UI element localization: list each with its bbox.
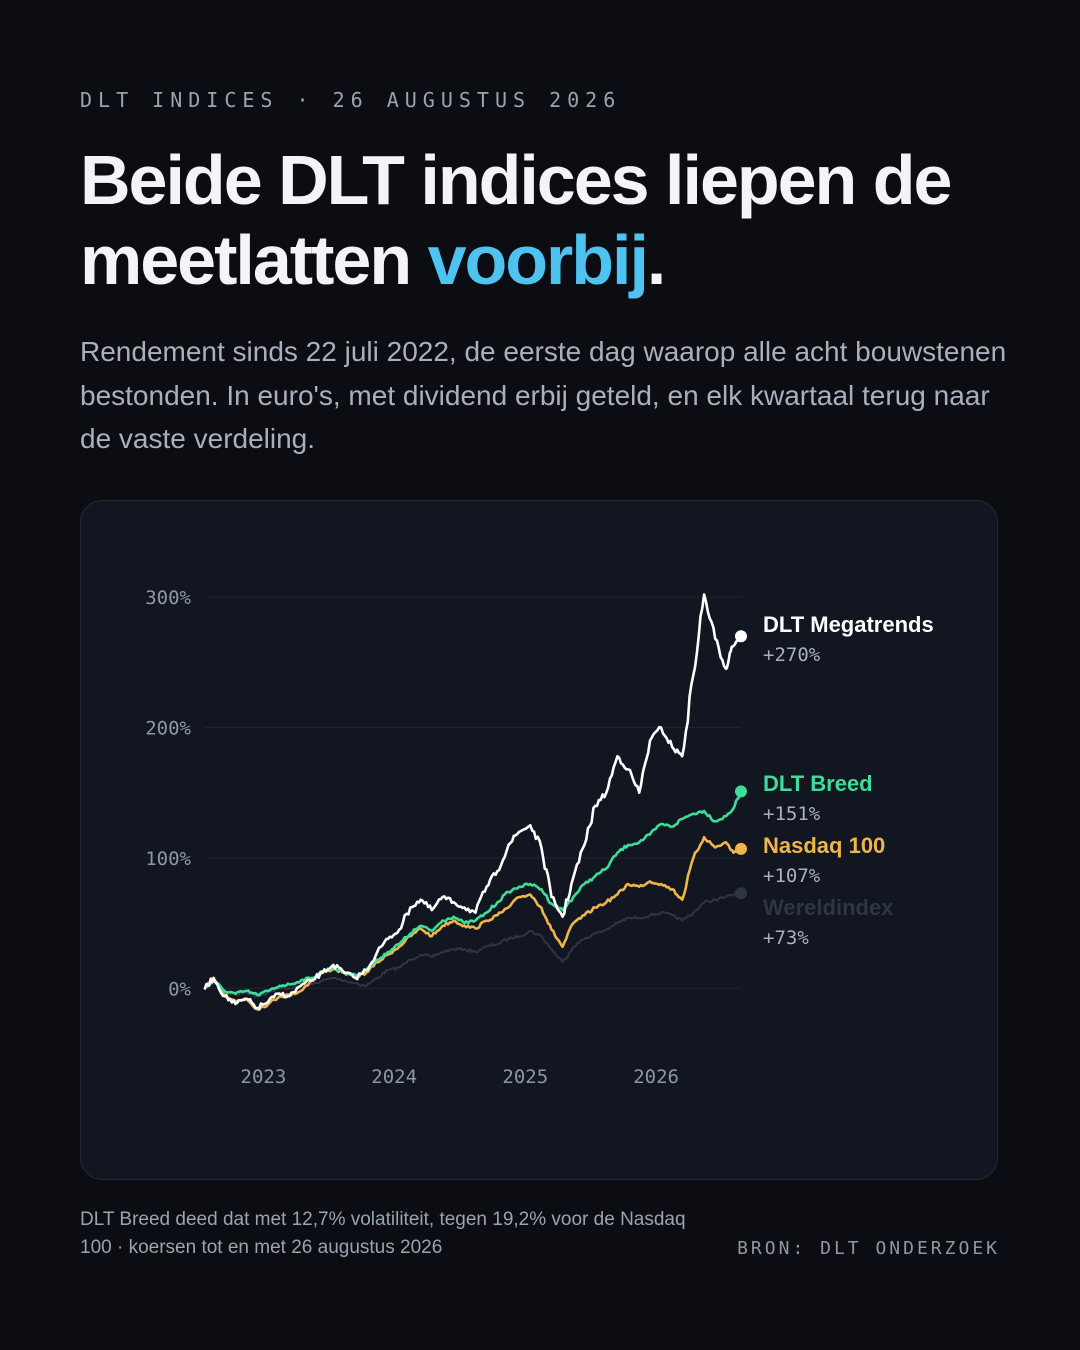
y-tick-label: 0%	[168, 978, 191, 1000]
subtitle: Rendement sinds 22 juli 2022, de eerste …	[80, 336, 1007, 454]
x-tick-label: 2026	[633, 1066, 679, 1088]
series-label-name: DLT Megatrends	[763, 612, 934, 637]
series-label-value: +270%	[763, 644, 821, 666]
kicker: DLT INDICES · 26 AUGUSTUS 2026	[80, 88, 622, 112]
source-credit: BRON: DLT ONDERZOEK	[737, 1238, 1000, 1259]
series-line-wereldindex	[204, 891, 742, 998]
series-label-name: Nasdaq 100	[763, 833, 885, 858]
x-tick-label: 2023	[241, 1066, 287, 1088]
series-end-dot-dlt-breed	[735, 785, 747, 798]
series-end-dot-wereldindex	[735, 887, 747, 900]
series-label-value: +73%	[763, 927, 809, 949]
series-label-value: +107%	[763, 865, 821, 887]
footnote: DLT Breed deed dat met 12,7% volatilitei…	[80, 1209, 686, 1258]
headline-main: Beide DLT indices liepen de meetlatten	[80, 141, 952, 299]
series-line-nasdaq-100	[203, 835, 743, 1012]
series-label-name: DLT Breed	[763, 771, 873, 796]
series-line-dlt-breed	[203, 790, 743, 997]
x-tick-label: 2025	[502, 1066, 548, 1088]
series-label-value: +151%	[763, 803, 821, 825]
headline-end: .	[646, 221, 667, 299]
series-end-dot-dlt-megatrends	[735, 630, 747, 643]
y-tick-label: 200%	[145, 718, 191, 740]
line-chart: 0% 100% 200% 300% 2023 2024 2025 2026 DLT Megatr…	[145, 587, 934, 1088]
series-end-dot-nasdaq-100	[735, 842, 747, 855]
y-tick-label: 300%	[145, 587, 191, 609]
headline: Beide DLT indices liepen de meetlatten v…	[80, 140, 1020, 300]
chart-card: 0% 100% 200% 300% 2023 2024 2025 2026 DLT Megatr…	[80, 500, 998, 1180]
x-tick-label: 2024	[371, 1066, 417, 1088]
series-line-dlt-megatrends	[203, 593, 743, 1010]
headline-accent: voorbij	[427, 221, 649, 299]
y-tick-label: 100%	[145, 848, 191, 870]
series-label-name: Wereldindex	[763, 895, 894, 920]
